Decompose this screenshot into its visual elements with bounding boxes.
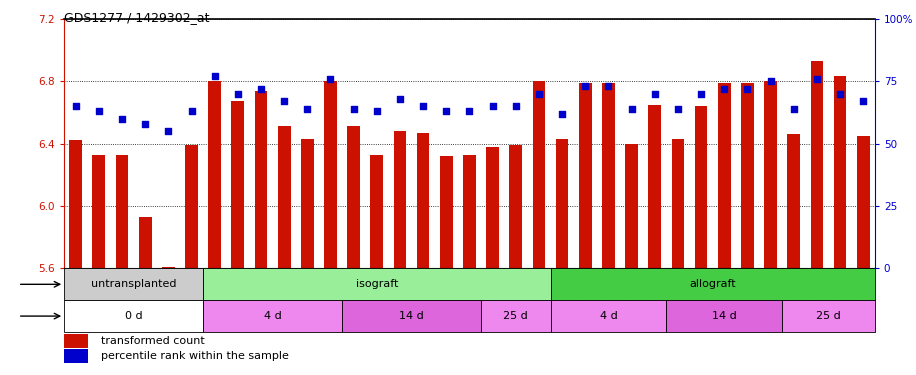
Bar <box>394 131 407 268</box>
Bar <box>764 81 777 268</box>
Bar <box>64 349 89 363</box>
Text: percentile rank within the sample: percentile rank within the sample <box>101 351 289 361</box>
Bar <box>162 267 175 268</box>
Bar <box>811 61 823 268</box>
Point <box>601 83 616 89</box>
Point <box>763 78 778 84</box>
Bar <box>551 300 666 332</box>
Text: transformed count: transformed count <box>101 336 204 346</box>
Bar <box>481 300 551 332</box>
Bar <box>486 147 499 268</box>
Bar <box>666 300 782 332</box>
Bar <box>347 126 360 268</box>
Point <box>184 108 199 114</box>
Bar <box>93 154 105 268</box>
Bar <box>551 268 875 300</box>
Bar <box>70 141 82 268</box>
Point <box>393 96 408 102</box>
Bar <box>463 154 475 268</box>
Bar <box>255 90 267 268</box>
Bar <box>208 81 221 268</box>
Bar <box>64 334 89 348</box>
Point <box>137 121 152 127</box>
Bar <box>342 300 481 332</box>
Point <box>531 91 546 97</box>
Point <box>508 103 523 109</box>
Bar <box>782 300 875 332</box>
Text: allograft: allograft <box>690 279 736 289</box>
Point <box>648 91 662 97</box>
Bar <box>626 144 638 268</box>
Point <box>693 91 708 97</box>
Bar <box>509 145 522 268</box>
Bar <box>232 102 245 268</box>
Bar <box>324 81 337 268</box>
Point <box>277 98 291 104</box>
Text: untransplanted: untransplanted <box>91 279 177 289</box>
Bar <box>115 154 128 268</box>
Point <box>114 116 129 122</box>
Bar <box>185 145 198 268</box>
Point <box>463 108 477 114</box>
Text: isograft: isograft <box>355 279 398 289</box>
Point <box>69 103 83 109</box>
Point <box>207 73 222 79</box>
Bar <box>834 76 846 268</box>
Bar <box>671 139 684 268</box>
Bar <box>718 83 731 268</box>
Bar <box>64 268 203 300</box>
Point <box>369 108 384 114</box>
Point <box>485 103 500 109</box>
Bar <box>579 83 592 268</box>
Point <box>92 108 106 114</box>
Text: 4 d: 4 d <box>264 311 281 321</box>
Text: 14 d: 14 d <box>399 311 424 321</box>
Bar <box>417 133 430 268</box>
Point <box>740 86 755 92</box>
Point <box>786 106 801 112</box>
Bar <box>370 154 383 268</box>
Text: 25 d: 25 d <box>504 311 529 321</box>
Point <box>323 76 338 82</box>
Text: 4 d: 4 d <box>600 311 617 321</box>
Point <box>578 83 593 89</box>
Text: 14 d: 14 d <box>712 311 736 321</box>
Text: 0 d: 0 d <box>125 311 142 321</box>
Bar <box>203 268 551 300</box>
Point <box>439 108 453 114</box>
Point <box>346 106 361 112</box>
Point <box>555 111 570 117</box>
Point <box>833 91 847 97</box>
Point <box>856 98 870 104</box>
Bar <box>602 83 615 268</box>
Point <box>671 106 685 112</box>
Text: GDS1277 / 1429302_at: GDS1277 / 1429302_at <box>64 11 210 24</box>
Bar <box>440 156 453 268</box>
Text: 25 d: 25 d <box>816 311 841 321</box>
Bar <box>203 300 342 332</box>
Bar <box>139 217 151 268</box>
Bar <box>278 126 290 268</box>
Bar <box>741 83 754 268</box>
Bar <box>301 139 313 268</box>
Point <box>416 103 431 109</box>
Bar <box>64 300 203 332</box>
Bar <box>694 106 707 268</box>
Point <box>161 128 176 134</box>
Point <box>231 91 245 97</box>
Point <box>810 76 824 82</box>
Point <box>300 106 315 112</box>
Bar <box>556 139 569 268</box>
Bar <box>532 81 545 268</box>
Bar <box>649 105 661 268</box>
Point <box>254 86 268 92</box>
Bar <box>788 134 800 268</box>
Point <box>625 106 639 112</box>
Point <box>717 86 732 92</box>
Bar <box>856 136 869 268</box>
